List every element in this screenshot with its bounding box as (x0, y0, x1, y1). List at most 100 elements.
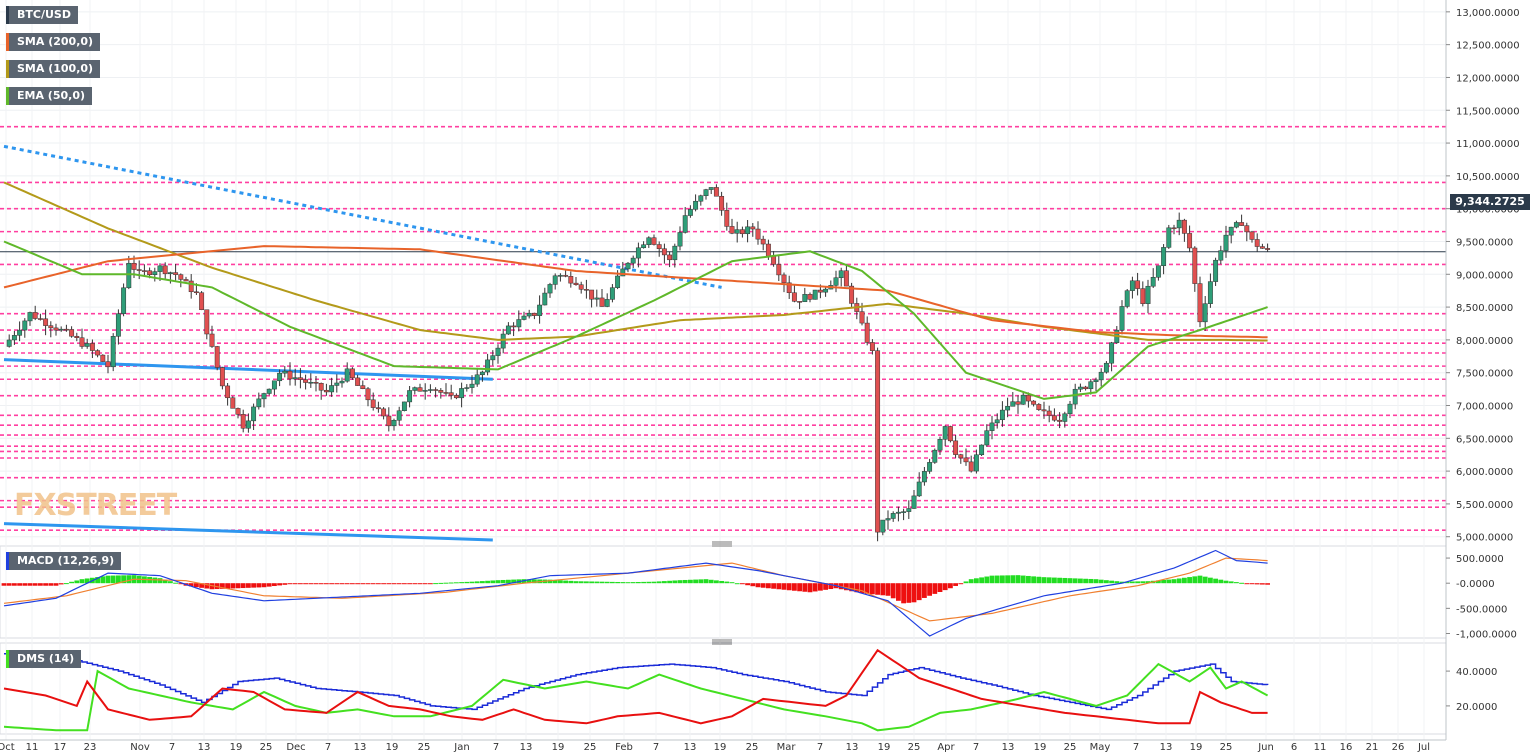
candle-body (313, 381, 319, 384)
macd-histogram-bar (599, 581, 605, 584)
x-tick-label: 7 (817, 742, 823, 753)
macd-histogram-bar (1223, 580, 1229, 584)
candle-body (162, 265, 168, 275)
sma200-label[interactable]: SMA (200,0) (6, 33, 101, 51)
x-tick-label: Nov (130, 742, 150, 753)
macd-panel (1, 549, 1270, 637)
macd-histogram-bar (818, 583, 823, 591)
ema50-label[interactable]: EMA (50,0) (6, 87, 92, 105)
macd-histogram-bar (500, 579, 506, 584)
macd-histogram-bar (828, 583, 834, 590)
candle-body (121, 287, 127, 314)
macd-histogram-bar (355, 583, 360, 585)
macd-histogram-bar (38, 583, 43, 586)
macd-histogram-bar (1161, 579, 1166, 584)
macd-histogram-bar (173, 582, 178, 584)
x-tick-label: 26 (1392, 742, 1405, 753)
macd-histogram-bar (771, 583, 776, 589)
candle-body (344, 368, 350, 382)
candle-body (984, 430, 990, 446)
macd-histogram-bar (890, 583, 896, 599)
candle-body (27, 312, 33, 322)
macd-histogram-bar (812, 583, 818, 592)
candle-body (401, 401, 407, 411)
macd-histogram-bar (1088, 578, 1094, 584)
macd-histogram-bar (1078, 578, 1083, 584)
candle-body (947, 426, 953, 442)
candle-body (173, 272, 179, 275)
macd-histogram-bar (1130, 581, 1135, 584)
macd-histogram-bar (407, 583, 412, 585)
macd-histogram-bar (688, 579, 693, 584)
macd-histogram-bar (1239, 582, 1244, 584)
macd-histogram-bar (443, 582, 449, 584)
candle-body (979, 444, 985, 456)
candle-body (698, 195, 704, 202)
symbol-label[interactable]: BTC/USD (6, 6, 78, 24)
candle-body (708, 187, 714, 190)
candle-body (22, 320, 28, 331)
macd-histogram-bar (313, 583, 319, 585)
x-tick-label: 19 (386, 742, 399, 753)
x-tick-label: 25 (746, 742, 759, 753)
candle-body (953, 440, 959, 455)
macd-histogram-bar (1052, 577, 1057, 584)
candle-body (994, 419, 1000, 424)
candle-body (178, 274, 184, 280)
candle-body (427, 389, 433, 391)
candle-body (495, 347, 501, 356)
candle-body (781, 274, 787, 284)
candle-body (297, 377, 303, 380)
x-tick-label: 25 (260, 742, 273, 753)
macd-histogram-bar (1, 583, 7, 586)
candle-body (604, 299, 610, 307)
candle-body (43, 318, 49, 326)
macd-label[interactable]: MACD (12,26,9) (6, 552, 122, 570)
candle-body (620, 268, 626, 277)
macd-histogram-bar (199, 583, 204, 588)
candle-body (48, 325, 54, 329)
macd-histogram-bar (6, 583, 12, 586)
macd-histogram-bar (896, 583, 901, 601)
candle-body (786, 282, 792, 293)
macd-histogram-bar (932, 583, 938, 594)
macd-histogram-bar (79, 579, 85, 584)
macd-histogram-bar (256, 583, 262, 588)
candle-body (1145, 285, 1151, 304)
macd-histogram-bar (157, 578, 163, 584)
x-tick-label: May (1090, 742, 1111, 753)
macd-histogram-bar (464, 581, 470, 584)
macd-line (3, 549, 1268, 637)
macd-histogram-bar (474, 581, 480, 584)
macd-histogram-bar (1176, 578, 1182, 584)
candle-body (131, 262, 137, 270)
macd-histogram-bar (12, 583, 17, 586)
candle-body (6, 339, 12, 347)
candle-body (1077, 386, 1083, 390)
macd-histogram-bar (22, 583, 28, 586)
candle-body (1025, 394, 1031, 402)
macd-histogram-bar (880, 583, 886, 596)
dms-label[interactable]: DMS (14) (6, 650, 82, 668)
macd-histogram-bar (272, 583, 277, 587)
candle-body (1166, 227, 1172, 248)
macd-histogram-bar (745, 583, 750, 586)
x-tick-label: 21 (1366, 742, 1379, 753)
macd-histogram-bar (1166, 579, 1172, 584)
candle-body (365, 388, 371, 401)
macd-histogram-bar (563, 580, 568, 584)
candle-body (355, 377, 361, 386)
macd-histogram-bar (927, 583, 932, 596)
candle-body (729, 226, 735, 234)
macd-histogram-bar (126, 575, 132, 584)
macd-panel-bg (0, 545, 1447, 639)
candle-body (1020, 394, 1026, 405)
candle-body (1057, 419, 1063, 422)
candle-body (74, 335, 80, 338)
sma100-label[interactable]: SMA (100,0) (6, 60, 101, 78)
candle-body (843, 270, 849, 287)
x-tick-label: 13 (1002, 742, 1015, 753)
macd-histogram-bar (578, 581, 584, 584)
candle-body (292, 377, 298, 380)
